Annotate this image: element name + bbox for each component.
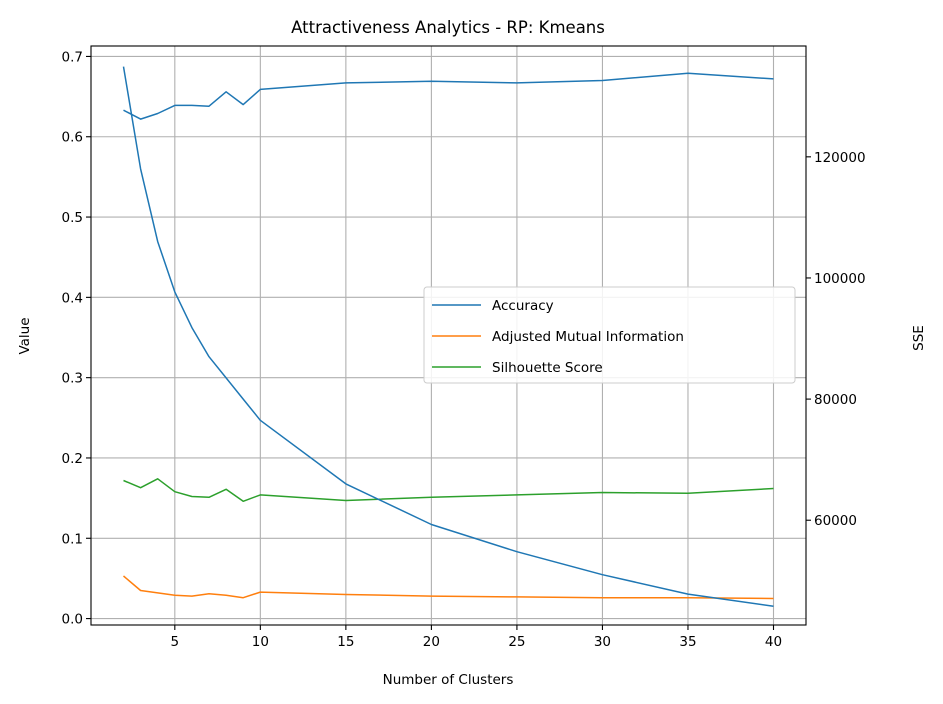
x-tick-label: 5 xyxy=(171,634,180,650)
y-tick-label: 0.0 xyxy=(62,612,83,628)
y-axis-label: Value xyxy=(17,317,33,354)
series-lines xyxy=(122,66,774,607)
legend-label: Adjusted Mutual Information xyxy=(492,329,684,345)
series-line-2 xyxy=(123,478,774,503)
x-tick-label: 40 xyxy=(765,634,782,650)
x-tick-label: 25 xyxy=(508,634,525,650)
y2-tick-label: 80000 xyxy=(814,392,857,408)
y-tick-label: 0.7 xyxy=(62,49,83,65)
chart-title: Attractiveness Analytics - RP: Kmeans xyxy=(291,18,605,37)
y-tick-label: 0.1 xyxy=(62,531,83,547)
y-tick-label: 0.2 xyxy=(62,451,83,467)
legend-box xyxy=(423,286,796,384)
left-axis: 0.0 0.1 0.2 0.3 0.4 0.5 0.6 0.7 xyxy=(62,49,91,628)
series-line-1 xyxy=(123,575,774,600)
y-tick-label: 0.4 xyxy=(62,290,83,306)
legend: Accuracy Adjusted Mutual Information Silho… xyxy=(423,286,796,384)
x-axis: 5 10 15 20 25 30 35 40 xyxy=(171,625,782,650)
x-tick-label: 35 xyxy=(679,634,696,650)
grid xyxy=(91,46,806,625)
legend-label: Accuracy xyxy=(492,298,554,314)
x-tick-label: 15 xyxy=(337,634,354,650)
legend-label: Silhouette Score xyxy=(492,360,603,376)
y-tick-label: 0.5 xyxy=(62,210,83,226)
x-tick-label: 20 xyxy=(423,634,440,650)
y-tick-label: 0.6 xyxy=(62,130,83,146)
series-line-sse xyxy=(122,66,774,607)
y-tick-label: 0.3 xyxy=(62,371,83,387)
x-tick-label: 10 xyxy=(252,634,269,650)
series-line-0 xyxy=(123,72,774,120)
x-tick-label: 30 xyxy=(594,634,611,650)
plot-area-frame xyxy=(90,45,807,626)
x-axis-label: Number of Clusters xyxy=(383,672,514,688)
y2-tick-label: 100000 xyxy=(814,271,866,287)
right-axis: 60000 80000 100000 120000 xyxy=(806,150,866,529)
y2-tick-label: 120000 xyxy=(814,150,866,166)
y2-tick-label: 60000 xyxy=(814,513,857,529)
y2-axis-label: SSE xyxy=(911,325,927,351)
